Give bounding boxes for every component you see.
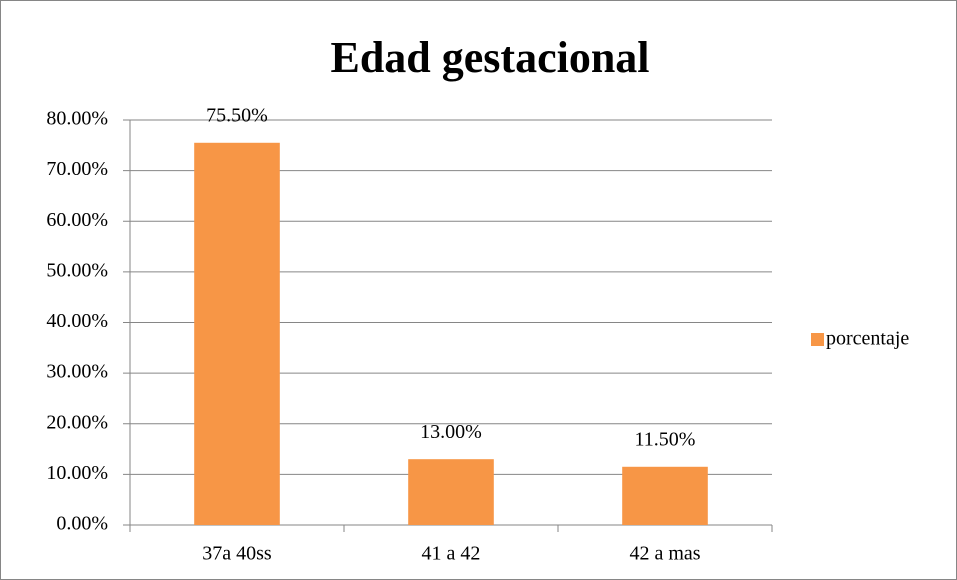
y-tick-label: 20.00% (46, 411, 108, 433)
legend-label: porcentaje (826, 328, 909, 350)
y-tick-label: 30.00% (46, 361, 108, 383)
y-tick-label: 0.00% (56, 513, 108, 535)
x-tick-label: 37a 40ss (202, 543, 272, 565)
data-label: 11.50% (635, 428, 696, 450)
bar (622, 466, 708, 525)
bar (408, 459, 494, 525)
bar (194, 142, 280, 525)
x-tick-label: 42 a mas (629, 543, 700, 565)
y-tick-label: 50.00% (46, 259, 108, 281)
chart-title: Edad gestacional (330, 33, 649, 82)
y-tick-label: 40.00% (46, 310, 108, 332)
x-tick-label: 41 a 42 (422, 543, 481, 565)
y-tick-label: 70.00% (46, 158, 108, 180)
y-tick-label: 60.00% (46, 209, 108, 231)
data-label: 75.50% (206, 104, 268, 126)
y-tick-label: 80.00% (46, 108, 108, 130)
data-label: 13.00% (420, 421, 482, 443)
legend-swatch (811, 333, 824, 346)
y-tick-label: 10.00% (46, 462, 108, 484)
